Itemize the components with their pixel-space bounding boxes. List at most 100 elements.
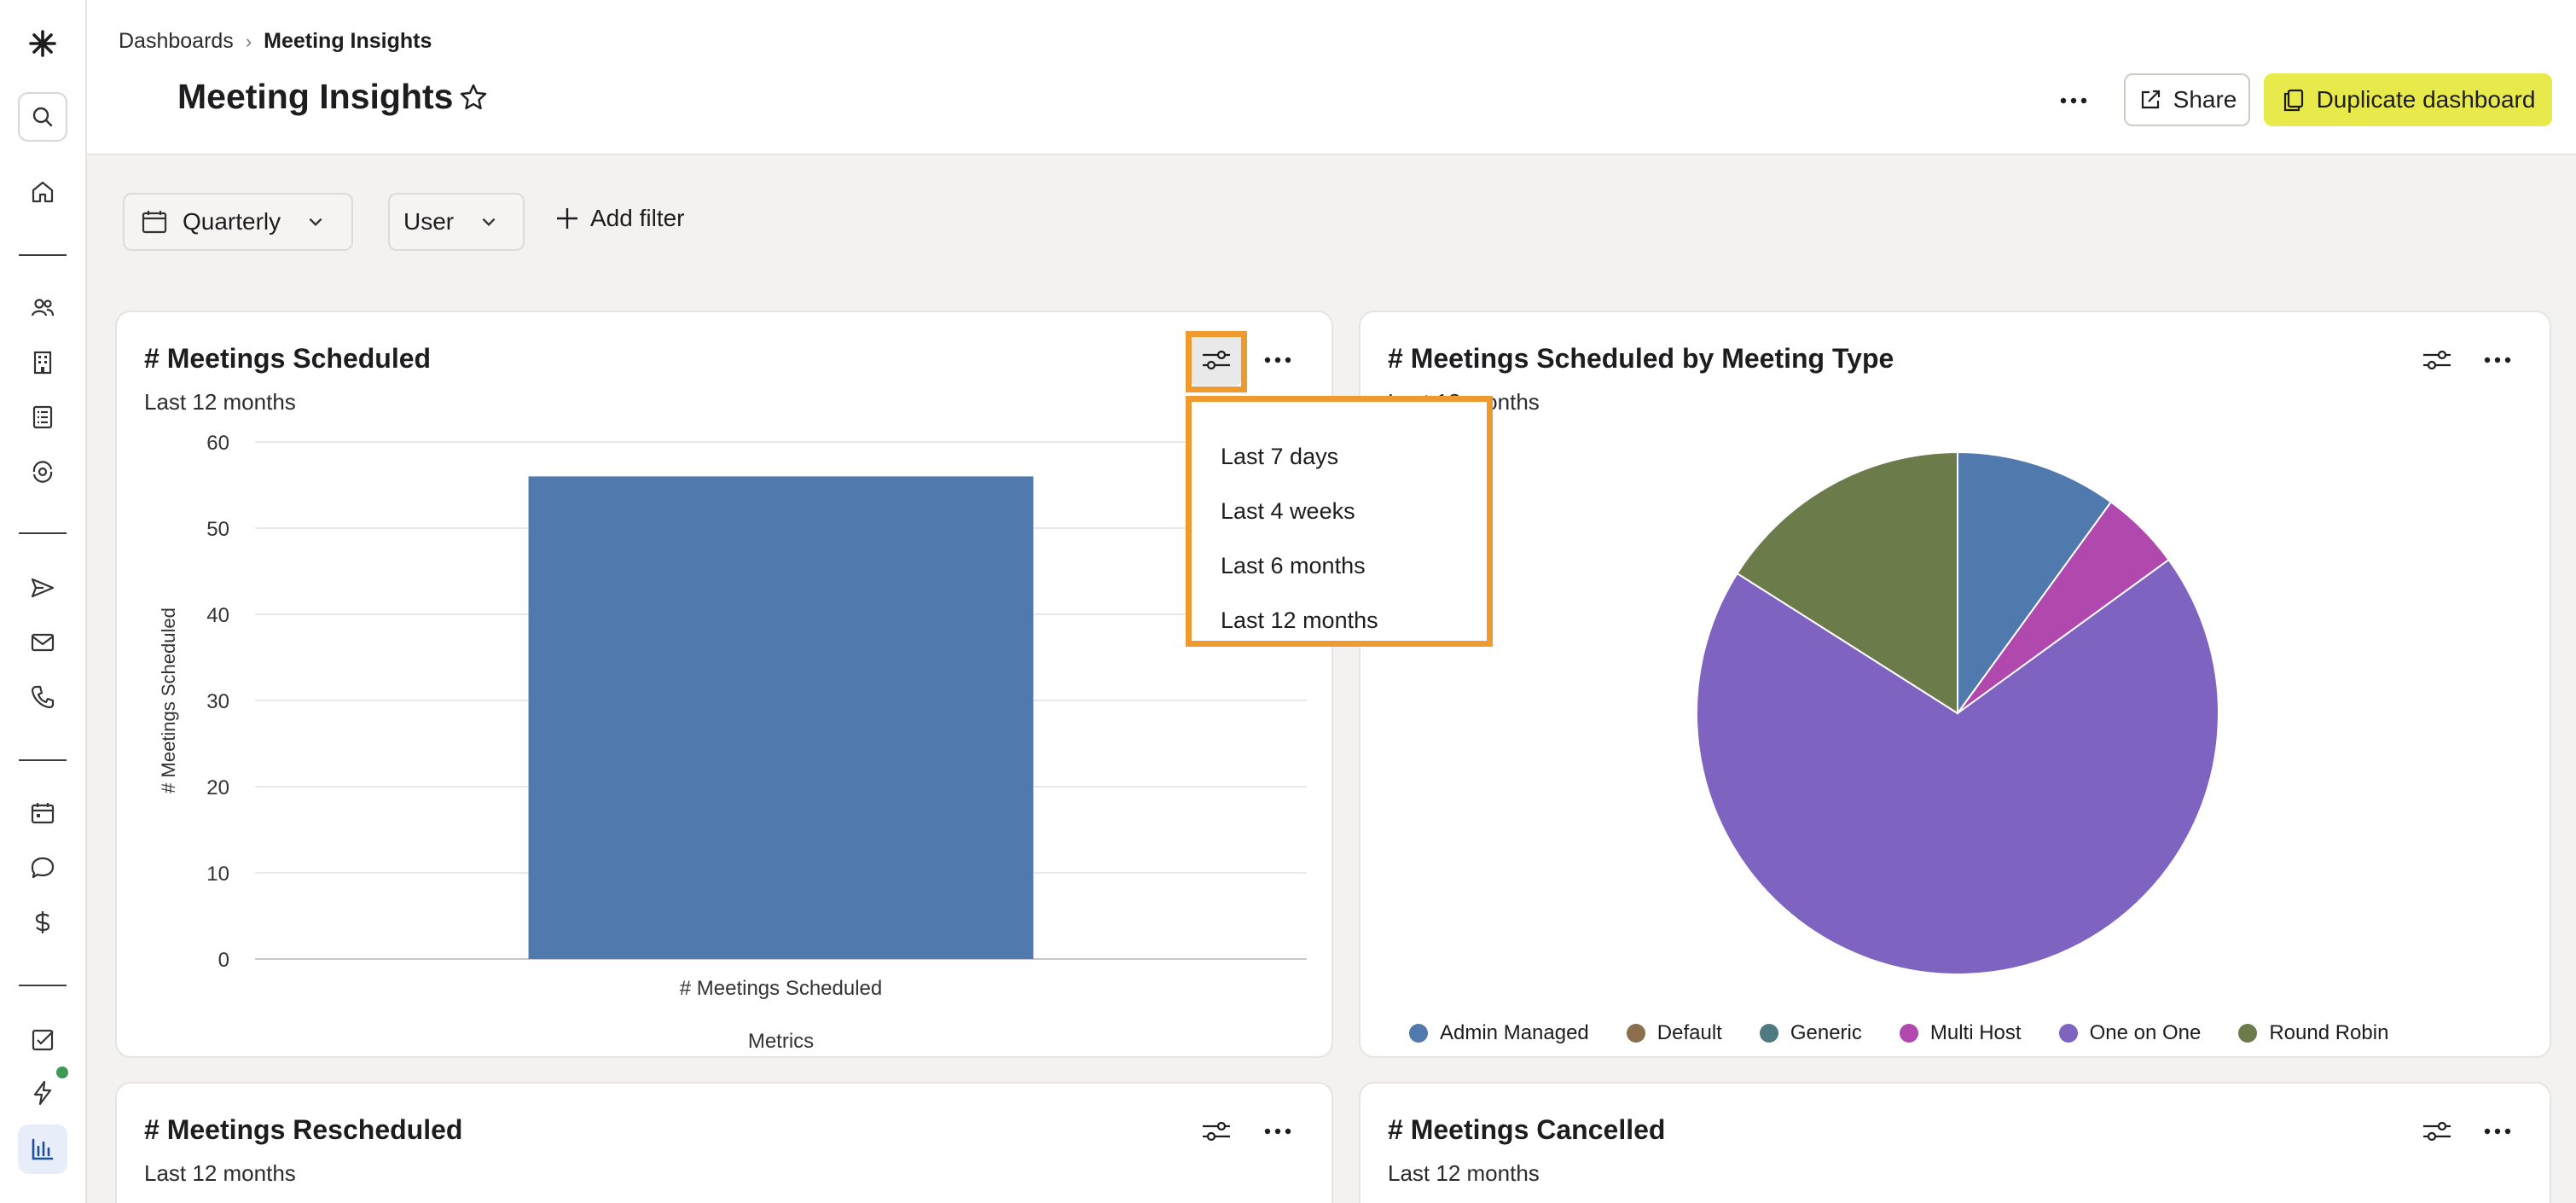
card-subtitle: Last 12 months <box>144 389 296 415</box>
list-icon[interactable] <box>18 392 67 442</box>
chat-icon[interactable] <box>18 843 67 892</box>
sliders-icon <box>2423 350 2451 370</box>
lightning-icon[interactable] <box>18 1068 67 1118</box>
date-range-dropdown: Last 7 days Last 4 weeks Last 6 months Last… <box>1186 396 1493 647</box>
y-tick-label: 30 <box>206 690 229 713</box>
search-icon[interactable] <box>18 92 67 142</box>
header-more-button[interactable] <box>2052 82 2095 119</box>
legend-swatch <box>1899 1024 1918 1043</box>
ellipsis-icon <box>1264 357 1291 363</box>
duplicate-label: Duplicate dashboard <box>2316 86 2536 113</box>
dropdown-option[interactable]: Last 6 months <box>1221 552 1366 578</box>
plus-icon <box>557 208 577 229</box>
meetings-by-type-card: # Meetings Scheduled by Meeting Type Las… <box>1359 311 2551 1058</box>
mail-icon[interactable] <box>18 618 67 667</box>
pie-legend: Admin Managed Default Generic Multi Host One… <box>1409 1021 2388 1045</box>
y-tick-label: 20 <box>206 776 229 799</box>
legend-label: Multi Host <box>1929 1021 2022 1044</box>
legend-item[interactable]: Default <box>1626 1021 1722 1045</box>
dropdown-option[interactable]: Last 4 weeks <box>1221 497 1355 524</box>
breadcrumb-current: Meeting Insights <box>264 29 432 53</box>
card-settings-button[interactable] <box>2411 334 2463 386</box>
analytics-icon[interactable] <box>18 1125 67 1174</box>
send-icon[interactable] <box>18 563 67 613</box>
sliders-icon <box>2423 1121 2451 1142</box>
pie-chart <box>1696 450 2219 975</box>
copy-icon <box>2283 89 2303 112</box>
duplicate-dashboard-button[interactable]: Duplicate dashboard <box>2264 73 2552 126</box>
home-icon[interactable] <box>18 167 67 217</box>
legend-label: Default <box>1656 1021 1722 1044</box>
pie-slice <box>1736 450 1958 715</box>
meetings-scheduled-card: # Meetings Scheduled Last 12 months 0 10 2… <box>115 311 1333 1058</box>
legend-label: One on One <box>2089 1021 2202 1044</box>
sidebar <box>0 0 87 1203</box>
add-filter-button[interactable]: Add filter <box>554 205 685 232</box>
legend-label: Admin Managed <box>1440 1021 1589 1044</box>
routing-icon[interactable] <box>18 447 67 497</box>
bar <box>528 476 1034 959</box>
ellipsis-icon <box>2484 357 2511 363</box>
meetings-cancelled-card: # Meetings Cancelled Last 12 months <box>1359 1082 2551 1203</box>
card-title: # Meetings Scheduled by Meeting Type <box>1388 343 1894 374</box>
bar-chart: 0 10 20 30 40 50 60 # Meetings Scheduled Metrics… <box>158 432 1307 1053</box>
card-more-button[interactable] <box>1252 334 1303 386</box>
card-more-button[interactable] <box>2472 334 2523 386</box>
card-title: # Meetings Rescheduled <box>144 1114 463 1145</box>
asterisk-logo-icon <box>29 30 56 57</box>
card-subtitle: Last 12 months <box>1388 1160 1540 1186</box>
people-icon[interactable] <box>18 283 67 333</box>
card-more-button[interactable] <box>2472 1106 2523 1157</box>
card-title: # Meetings Cancelled <box>1388 1114 1666 1145</box>
card-more-button[interactable] <box>1252 1106 1303 1157</box>
legend-item[interactable]: Generic <box>1759 1021 1862 1045</box>
meetings-rescheduled-card: # Meetings Rescheduled Last 12 months <box>115 1082 1333 1203</box>
legend-label: Generic <box>1790 1021 1862 1044</box>
dropdown-option[interactable]: Last 7 days <box>1221 443 1339 469</box>
legend-item[interactable]: Multi Host <box>1899 1021 2022 1045</box>
phone-icon[interactable] <box>18 672 67 722</box>
checkbox-icon[interactable] <box>18 1015 67 1065</box>
legend-item[interactable]: Admin Managed <box>1409 1021 1589 1045</box>
period-filter-value: Quarterly <box>183 208 281 235</box>
breadcrumb: Dashboards › Meeting Insights <box>119 29 432 54</box>
sliders-icon <box>1203 1121 1230 1142</box>
sliders-icon <box>1203 350 1230 370</box>
calendar-icon[interactable] <box>18 788 67 838</box>
legend-swatch <box>2058 1024 2078 1043</box>
y-tick-label: 0 <box>218 949 229 972</box>
notification-dot <box>56 1066 68 1078</box>
legend-label: Round Robin <box>2269 1021 2389 1044</box>
legend-swatch <box>1409 1024 1428 1043</box>
y-tick-label: 50 <box>206 518 229 541</box>
breadcrumb-dashboards[interactable]: Dashboards <box>119 29 234 53</box>
card-settings-button[interactable] <box>2411 1106 2463 1157</box>
dollar-icon[interactable] <box>18 898 67 947</box>
pie-slice <box>1957 450 2113 717</box>
building-icon[interactable] <box>18 338 67 387</box>
share-label: Share <box>2173 86 2237 113</box>
legend-item[interactable]: One on One <box>2058 1021 2202 1045</box>
y-axis-label: # Meetings Scheduled <box>158 607 179 793</box>
settings-highlight <box>1186 331 1247 392</box>
calendar-icon <box>142 211 167 234</box>
pie-slice <box>1696 558 2219 975</box>
ellipsis-icon <box>2060 97 2087 104</box>
logo-icon[interactable] <box>18 19 67 68</box>
y-tick-label: 10 <box>206 863 229 886</box>
share-icon <box>2141 90 2160 109</box>
legend-swatch <box>1626 1024 1645 1043</box>
card-settings-button[interactable] <box>1191 1106 1242 1157</box>
y-tick-label: 40 <box>206 604 229 627</box>
card-settings-button[interactable] <box>1191 334 1242 386</box>
legend-swatch <box>2238 1024 2258 1043</box>
chevron-down-icon <box>482 218 496 227</box>
star-icon[interactable] <box>458 82 489 113</box>
user-filter-select[interactable]: User <box>388 193 525 251</box>
share-button[interactable]: Share <box>2124 73 2250 126</box>
y-tick-label: 60 <box>206 432 229 455</box>
card-title: # Meetings Scheduled <box>144 343 432 374</box>
period-filter-select[interactable]: Quarterly <box>123 193 353 251</box>
dropdown-option[interactable]: Last 12 months <box>1221 607 1378 633</box>
legend-item[interactable]: Round Robin <box>2238 1021 2388 1045</box>
